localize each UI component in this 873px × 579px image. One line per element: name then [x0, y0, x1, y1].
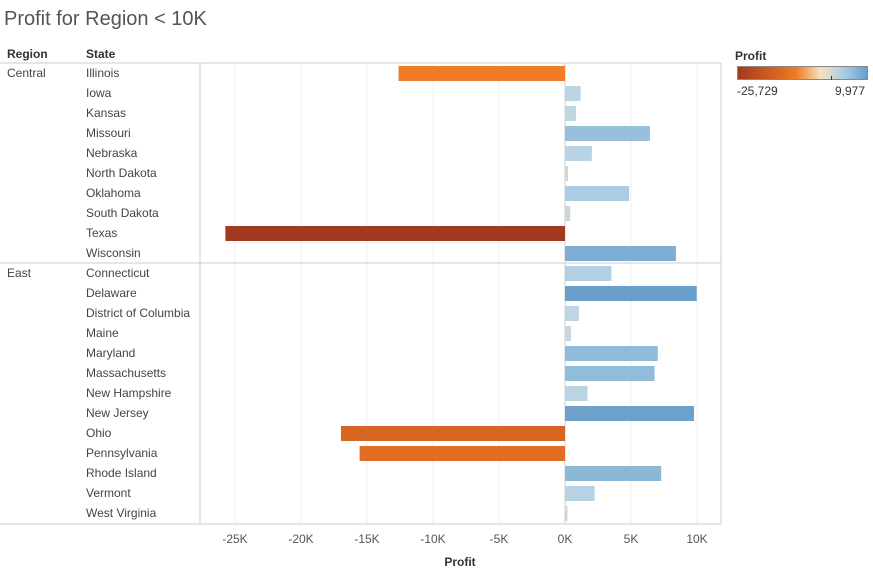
x-tick-label: -25K	[222, 532, 248, 546]
profit-bar[interactable]	[565, 146, 592, 161]
x-axis-label: Profit	[444, 555, 476, 569]
state-label[interactable]: New Jersey	[86, 406, 149, 420]
x-tick-label: -10K	[420, 532, 446, 546]
state-label[interactable]: West Virginia	[86, 506, 157, 520]
profit-bar[interactable]	[565, 266, 612, 281]
profit-bar[interactable]	[565, 86, 581, 101]
profit-bar[interactable]	[565, 326, 571, 341]
state-label[interactable]: Maine	[86, 326, 119, 340]
state-label[interactable]: Delaware	[86, 286, 137, 300]
x-tick-label: -20K	[288, 532, 314, 546]
profit-bar[interactable]	[398, 66, 565, 81]
profit-bar[interactable]	[565, 186, 630, 201]
profit-bar[interactable]	[565, 286, 697, 301]
color-legend-gradient[interactable]	[737, 66, 868, 80]
legend-zero-tick	[831, 76, 832, 80]
profit-bar[interactable]	[565, 206, 571, 221]
state-label[interactable]: Maryland	[86, 346, 136, 360]
state-label[interactable]: Ohio	[86, 426, 112, 440]
profit-bar[interactable]	[565, 346, 658, 361]
state-label[interactable]: Illinois	[86, 66, 120, 80]
x-tick-label: 10K	[686, 532, 708, 546]
profit-bar[interactable]	[565, 486, 595, 501]
state-label[interactable]: Massachusetts	[86, 366, 167, 380]
x-tick-label: 0K	[557, 532, 573, 546]
state-label[interactable]: New Hampshire	[86, 386, 172, 400]
state-label[interactable]: Pennsylvania	[86, 446, 158, 460]
profit-bar[interactable]	[565, 106, 577, 121]
legend-max-label: 9,977	[835, 84, 866, 98]
state-label[interactable]: North Dakota	[86, 166, 157, 180]
profit-bar[interactable]	[565, 386, 588, 401]
state-label[interactable]: Kansas	[86, 106, 127, 120]
state-label[interactable]: Oklahoma	[86, 186, 141, 200]
x-tick-label: 5K	[623, 532, 639, 546]
x-tick-label: -15K	[354, 532, 380, 546]
profit-bar[interactable]	[565, 166, 569, 181]
profit-bar[interactable]	[565, 406, 695, 421]
state-label[interactable]: Texas	[86, 226, 118, 240]
profit-bar[interactable]	[565, 126, 650, 141]
state-label[interactable]: Iowa	[86, 86, 112, 100]
legend-min-label: -25,729	[737, 84, 778, 98]
profit-bar[interactable]	[565, 506, 568, 521]
profit-bar[interactable]	[359, 446, 565, 461]
profit-bar[interactable]	[565, 306, 579, 321]
state-label[interactable]: South Dakota	[86, 206, 159, 220]
state-label[interactable]: Missouri	[86, 126, 131, 140]
profit-bar[interactable]	[565, 466, 662, 481]
state-label[interactable]: Connecticut	[86, 266, 150, 280]
region-label[interactable]: East	[7, 266, 32, 280]
state-column-header[interactable]: State	[86, 47, 116, 61]
x-tick-label: -5K	[489, 532, 509, 546]
state-label[interactable]: District of Columbia	[86, 306, 191, 320]
state-label[interactable]: Rhode Island	[86, 466, 157, 480]
region-column-header[interactable]: Region	[7, 47, 48, 61]
profit-bar[interactable]	[565, 246, 676, 261]
profit-bar[interactable]	[565, 366, 655, 381]
legend-title: Profit	[735, 49, 767, 63]
state-label[interactable]: Vermont	[86, 486, 131, 500]
state-label[interactable]: Nebraska	[86, 146, 138, 160]
chart-title: Profit for Region < 10K	[4, 8, 207, 30]
profit-bar[interactable]	[340, 426, 565, 441]
state-label[interactable]: Wisconsin	[86, 246, 141, 260]
profit-bar[interactable]	[225, 226, 565, 241]
region-label[interactable]: Central	[7, 66, 46, 80]
